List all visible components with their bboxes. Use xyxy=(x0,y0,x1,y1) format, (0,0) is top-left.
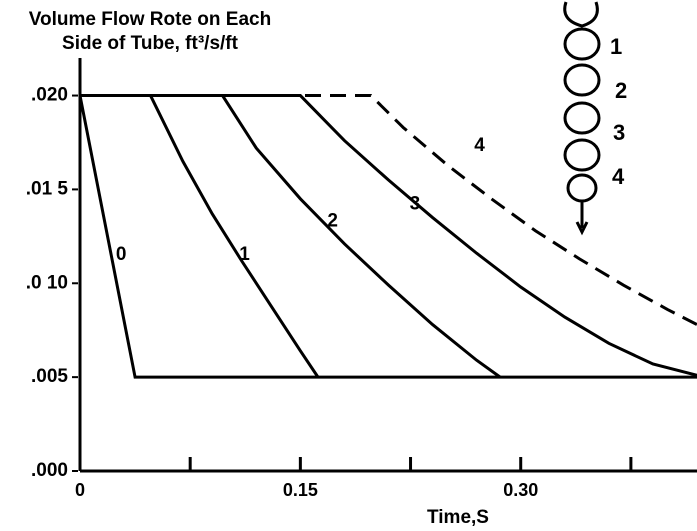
data-line xyxy=(80,94,320,378)
data-line xyxy=(80,94,502,379)
x-tick-label: 0.15 xyxy=(283,480,318,500)
data-line xyxy=(80,94,697,377)
diagram-label: 1 xyxy=(610,34,622,59)
tube-diagram xyxy=(563,1,601,236)
chart-title: Volume Flow Rote on Each xyxy=(29,9,271,30)
x-tick-label: 0 xyxy=(75,480,85,500)
y-tick-label: .0 10 xyxy=(26,272,68,293)
x-tick-label: 0.30 xyxy=(503,480,538,500)
curve-label: 4 xyxy=(474,135,485,156)
data-line xyxy=(80,94,697,326)
curve-label: 3 xyxy=(410,193,421,214)
diagram-label: 4 xyxy=(612,164,625,189)
chart-title: Side of Tube, ft³/s/ft xyxy=(62,33,239,54)
data-line xyxy=(78,95,697,379)
curve-label: 2 xyxy=(327,210,338,231)
y-tick-label: .020 xyxy=(31,85,68,106)
y-tick-label: .000 xyxy=(31,460,68,481)
diagram-label: 2 xyxy=(615,78,627,103)
y-tick-label: .005 xyxy=(31,366,68,387)
curve-label: 0 xyxy=(116,244,127,265)
x-axis-label: Time,S xyxy=(427,507,489,528)
diagram-label: 3 xyxy=(613,120,625,145)
curve-label: 1 xyxy=(239,244,250,265)
y-tick-label: .01 5 xyxy=(26,178,69,199)
